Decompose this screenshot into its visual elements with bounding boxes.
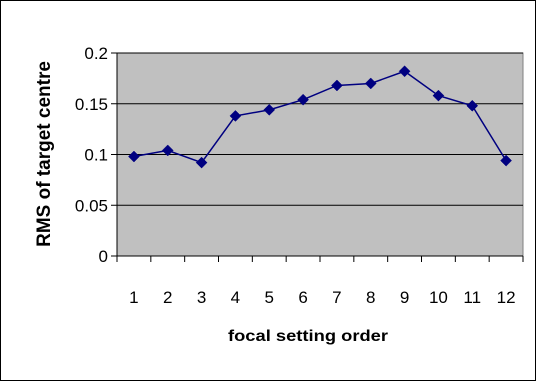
x-tick-label: 8 bbox=[366, 288, 375, 307]
data-point bbox=[229, 110, 242, 122]
x-axis-title: focal setting order bbox=[228, 328, 388, 345]
series-layer bbox=[128, 65, 512, 169]
x-tick-label: 11 bbox=[463, 288, 481, 307]
data-point bbox=[161, 144, 174, 157]
y-tick-label: 0 bbox=[99, 247, 108, 266]
x-tick-label: 2 bbox=[163, 288, 172, 307]
data-point bbox=[398, 65, 411, 78]
data-point bbox=[466, 99, 479, 112]
y-tick-label: 0.1 bbox=[84, 146, 108, 165]
x-tick-label: 10 bbox=[429, 288, 448, 307]
x-tick-label: 12 bbox=[497, 288, 516, 307]
x-tick-label: 6 bbox=[298, 288, 307, 307]
data-point bbox=[364, 77, 377, 90]
x-tick-label: 7 bbox=[332, 288, 341, 307]
x-tick-label: 9 bbox=[400, 288, 409, 307]
gridlines bbox=[117, 52, 523, 206]
x-tick-label: 5 bbox=[265, 288, 274, 307]
data-point bbox=[500, 154, 512, 167]
y-tick-label: 0.2 bbox=[84, 44, 108, 63]
data-point bbox=[331, 79, 343, 92]
data-point bbox=[195, 156, 208, 169]
axes bbox=[111, 52, 524, 262]
y-axis-title: RMS of target centre bbox=[34, 61, 55, 247]
x-tick-label: 3 bbox=[197, 288, 206, 307]
x-tick-label: 1 bbox=[129, 288, 138, 307]
data-point bbox=[297, 93, 309, 106]
series-line bbox=[133, 70, 507, 164]
x-tick-label: 4 bbox=[231, 288, 240, 307]
data-point bbox=[432, 89, 445, 102]
y-tick-label: 0.15 bbox=[75, 95, 108, 114]
data-point bbox=[128, 150, 140, 163]
tick-labels: 00.050.10.150.21 2 3 4 5 6 7 8 9 10 11 12 bbox=[75, 44, 516, 307]
data-point bbox=[263, 103, 276, 116]
y-tick-label: 0.05 bbox=[75, 196, 108, 215]
